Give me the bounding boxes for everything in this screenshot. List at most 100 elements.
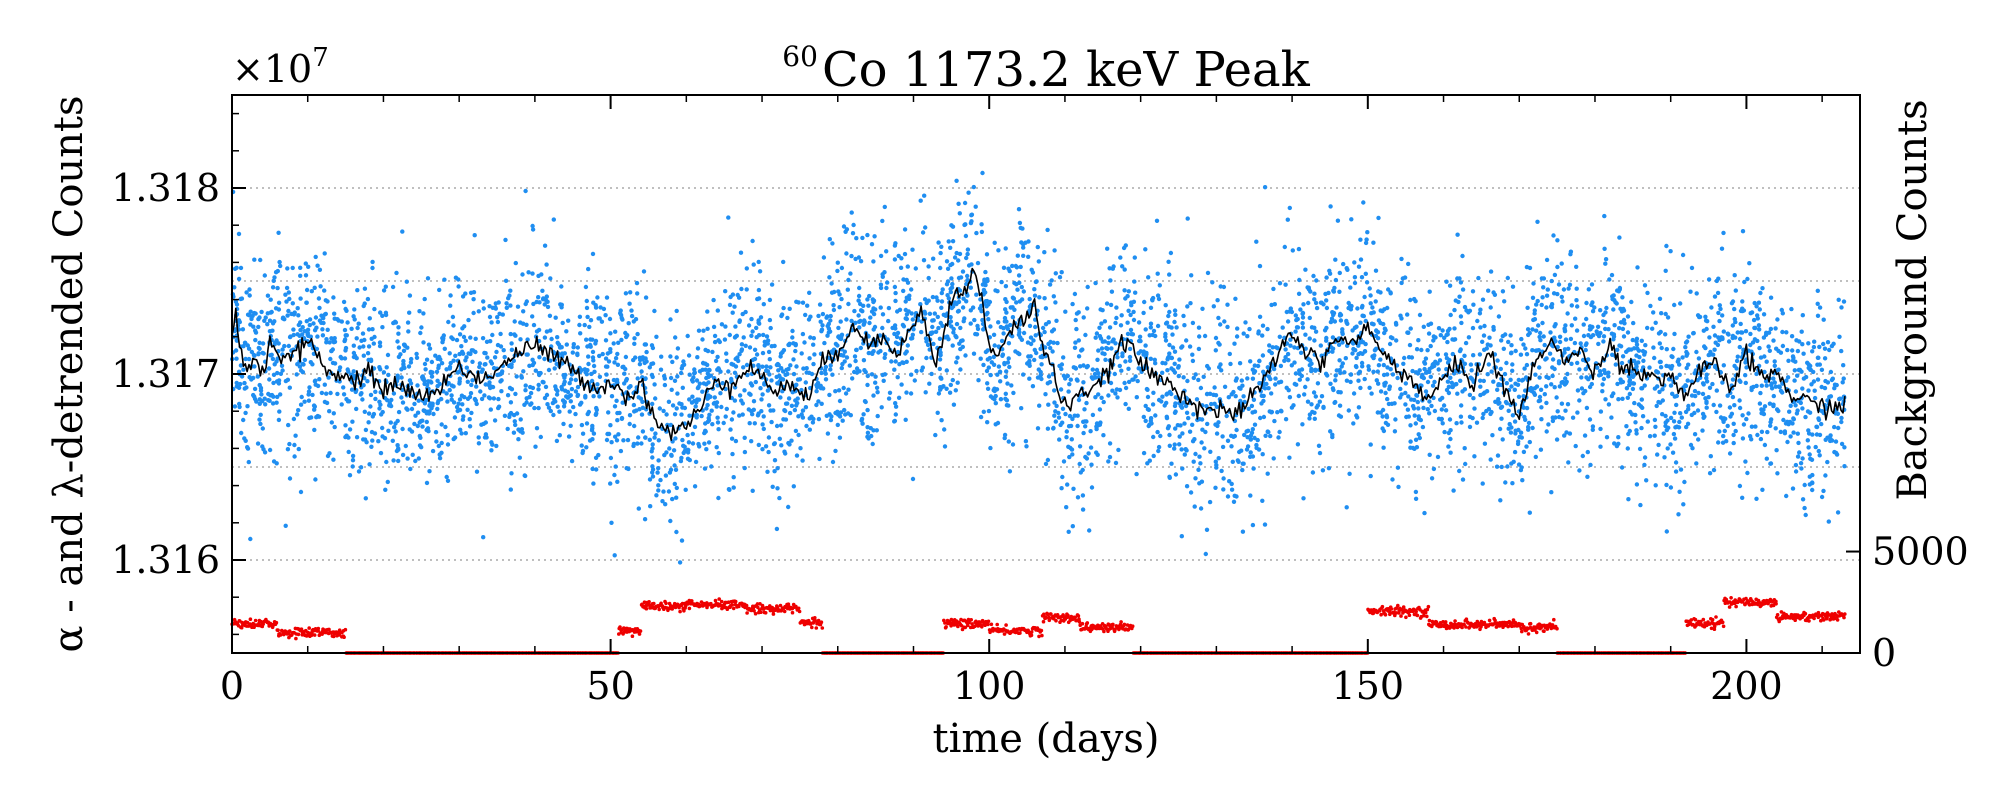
raw-count-point	[1680, 252, 1686, 258]
raw-count-point	[1689, 393, 1695, 398]
raw-count-point	[551, 217, 556, 222]
raw-count-point	[242, 386, 247, 391]
raw-count-point	[487, 314, 493, 320]
raw-count-point	[504, 301, 509, 306]
raw-count-point	[282, 343, 287, 349]
raw-count-point	[1114, 305, 1119, 310]
raw-count-point	[356, 469, 362, 474]
raw-count-point	[1777, 384, 1782, 390]
raw-count-point	[1303, 267, 1308, 272]
raw-count-point	[742, 388, 747, 393]
raw-count-point	[249, 349, 255, 355]
raw-count-point	[715, 415, 720, 420]
raw-count-point	[457, 351, 462, 357]
raw-count-point	[634, 280, 640, 286]
raw-count-point	[332, 336, 337, 341]
raw-count-point	[965, 273, 970, 279]
raw-count-point	[1003, 396, 1008, 401]
raw-count-point	[791, 371, 797, 377]
raw-count-point	[359, 338, 364, 343]
raw-count-point	[1707, 385, 1713, 390]
raw-count-point	[1123, 385, 1129, 391]
raw-count-point	[487, 380, 492, 385]
raw-count-point	[628, 384, 633, 389]
raw-count-point	[564, 342, 569, 347]
raw-count-point	[252, 353, 257, 358]
raw-count-point	[394, 270, 399, 276]
raw-count-point	[1207, 499, 1213, 505]
raw-count-point	[577, 322, 582, 328]
raw-count-point	[597, 394, 602, 399]
raw-count-point	[329, 348, 334, 354]
raw-count-point	[1510, 481, 1515, 486]
raw-count-point	[1575, 410, 1580, 415]
raw-count-point	[1499, 404, 1505, 409]
raw-count-point	[778, 354, 783, 359]
raw-count-point	[1190, 352, 1195, 357]
raw-count-point	[328, 356, 333, 362]
raw-count-point	[827, 392, 832, 398]
raw-count-point	[1452, 326, 1457, 331]
raw-count-point	[1115, 395, 1120, 400]
raw-count-point	[914, 368, 919, 374]
raw-count-point	[1040, 325, 1046, 331]
raw-count-point	[1292, 381, 1298, 387]
raw-count-point	[587, 438, 593, 443]
raw-count-point	[1771, 402, 1776, 407]
raw-count-point	[1707, 335, 1712, 340]
raw-count-point	[603, 313, 608, 318]
raw-count-point	[268, 353, 273, 358]
raw-count-point	[828, 367, 833, 372]
raw-count-point	[871, 259, 876, 264]
raw-count-point	[922, 193, 927, 198]
raw-count-point	[295, 332, 300, 337]
raw-count-point	[1408, 445, 1413, 450]
raw-count-point	[481, 299, 486, 304]
raw-count-point	[283, 378, 289, 384]
raw-count-point	[1570, 415, 1576, 420]
raw-count-point	[385, 352, 391, 358]
raw-count-point	[1527, 330, 1532, 336]
raw-count-point	[732, 370, 738, 375]
raw-count-point	[1510, 368, 1515, 373]
raw-count-point	[1532, 386, 1538, 391]
raw-count-point	[1167, 342, 1172, 348]
raw-count-point	[931, 341, 936, 347]
raw-count-point	[1185, 378, 1190, 384]
raw-count-point	[820, 311, 826, 317]
raw-count-point	[1553, 415, 1558, 420]
raw-count-point	[477, 361, 483, 366]
raw-count-point	[1619, 360, 1625, 366]
raw-count-point	[1782, 431, 1788, 436]
raw-count-point	[295, 412, 300, 417]
raw-count-point	[986, 317, 991, 322]
raw-count-point	[1361, 313, 1367, 319]
raw-count-point	[400, 452, 406, 458]
raw-count-point	[1508, 377, 1513, 382]
raw-count-point	[1462, 353, 1467, 358]
raw-count-point	[418, 435, 423, 440]
raw-count-point	[631, 319, 636, 324]
raw-count-point	[1090, 367, 1096, 372]
raw-count-point	[1456, 299, 1461, 305]
raw-count-point	[519, 427, 525, 432]
raw-count-point	[1711, 324, 1716, 329]
raw-count-point	[1817, 453, 1822, 458]
raw-count-point	[1627, 382, 1632, 388]
raw-count-point	[470, 348, 476, 353]
raw-count-point	[1258, 415, 1263, 421]
raw-count-point	[1287, 309, 1292, 314]
raw-count-point	[856, 255, 862, 260]
raw-count-point	[1370, 305, 1375, 310]
raw-count-point	[1119, 313, 1124, 318]
raw-count-point	[1839, 348, 1844, 354]
raw-count-point	[253, 337, 258, 343]
raw-count-point	[1508, 430, 1514, 435]
raw-count-point	[1003, 297, 1008, 302]
raw-count-point	[1065, 482, 1070, 487]
raw-count-point	[949, 305, 954, 311]
raw-count-point	[880, 274, 885, 279]
raw-count-point	[513, 422, 518, 428]
raw-count-point	[1671, 419, 1677, 424]
raw-count-point	[669, 387, 674, 392]
